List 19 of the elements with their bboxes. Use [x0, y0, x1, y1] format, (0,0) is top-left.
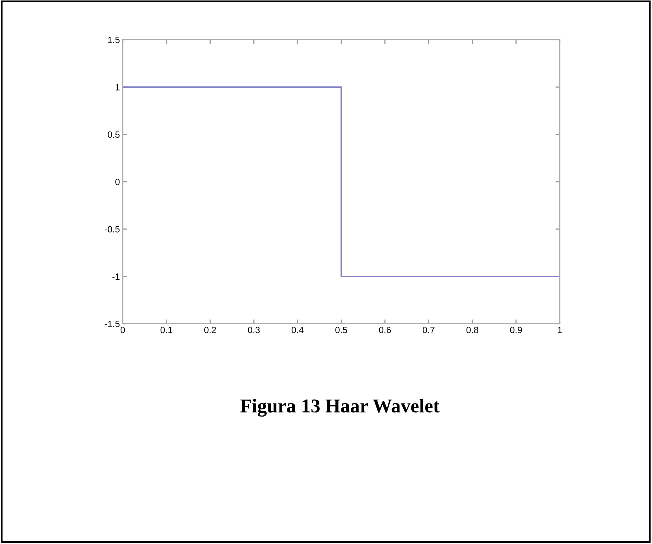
x-tick-label: 1	[558, 327, 562, 334]
x-tick-label: 0.2	[204, 327, 216, 334]
y-tick-label: 1	[116, 84, 120, 91]
x-tick-label: 0	[120, 327, 126, 334]
x-tick-label: 0.5	[336, 327, 348, 334]
text: Figura 13 Haar Wavelet	[240, 399, 440, 417]
y-tick-label: -0.5	[105, 226, 120, 233]
y-tick-label: -1	[112, 274, 120, 280]
x-tick-label: 0.3	[248, 327, 260, 334]
y-tick-label: 0.5	[108, 132, 120, 138]
y-tick-label: 0	[116, 178, 120, 186]
x-tick-label: 0.4	[292, 327, 304, 334]
x-tick-label: 0.7	[422, 327, 435, 334]
x-tick-label: 0.1	[160, 327, 173, 334]
x-tick-label: 0.6	[379, 327, 392, 334]
y-tick-label: -1.5	[105, 321, 120, 328]
x-tick-label: 0.9	[510, 327, 522, 334]
x-tick-label: 0.8	[466, 327, 478, 334]
y-tick-label: 1.5	[108, 37, 120, 44]
